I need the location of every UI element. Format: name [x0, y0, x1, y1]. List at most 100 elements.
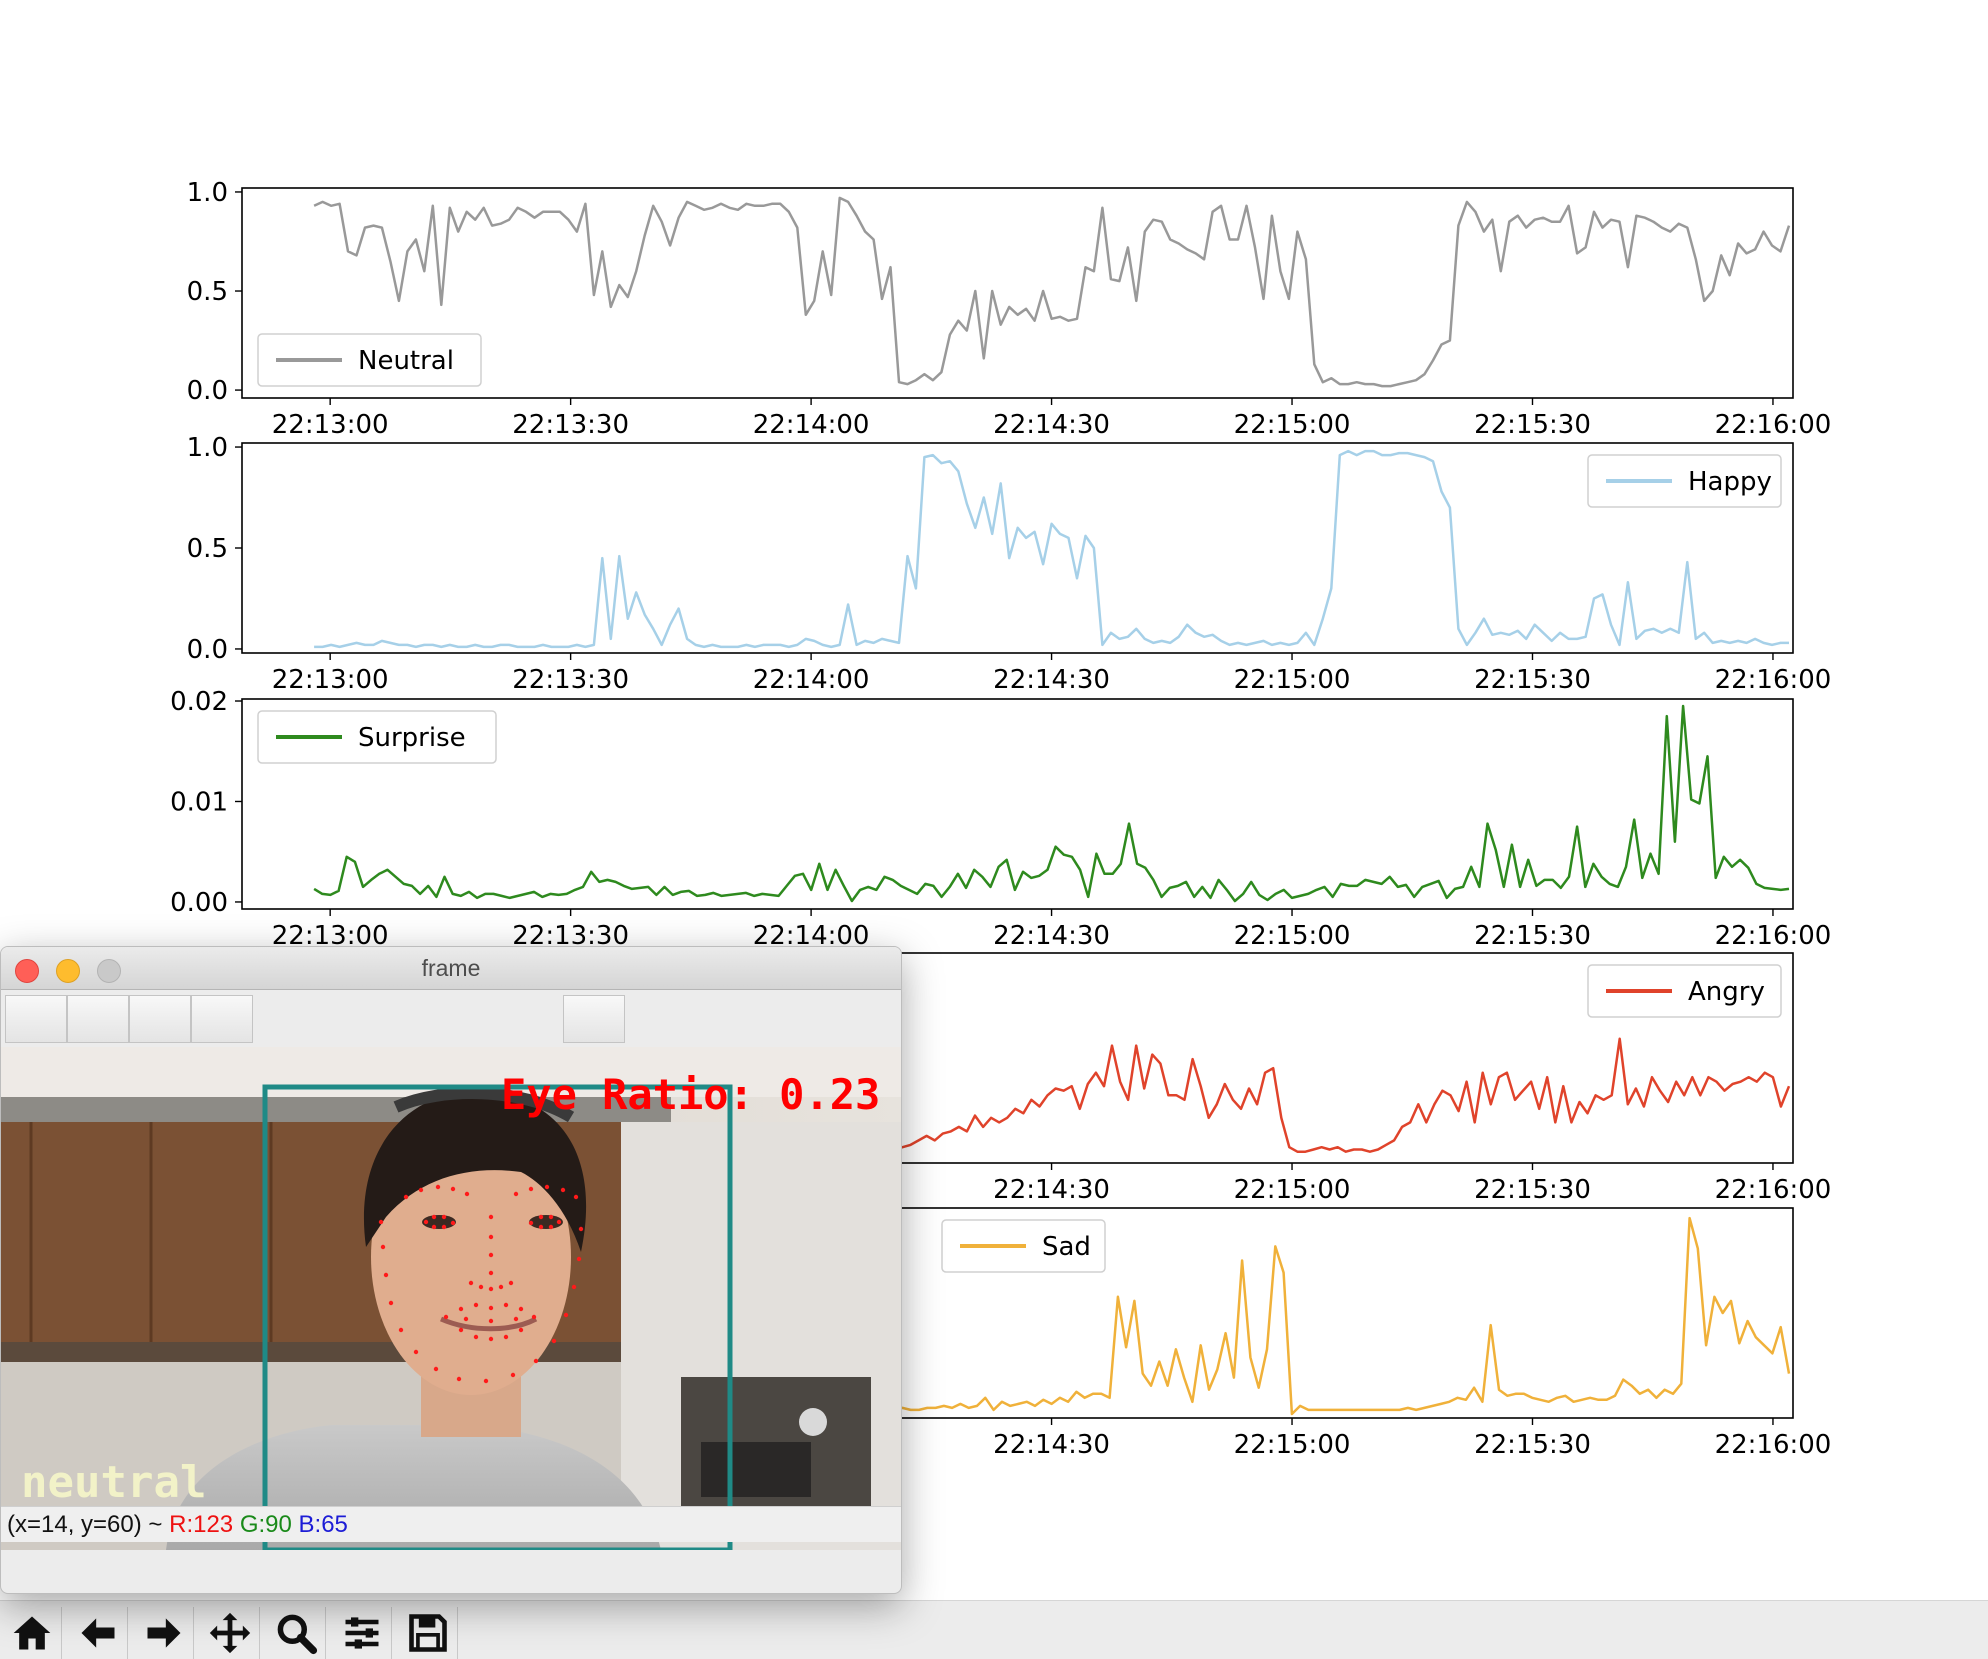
- configure-subplots-icon: [345, 1617, 378, 1649]
- legend: Neutral: [257, 333, 482, 387]
- x-tick-label: 22:14:00: [753, 410, 870, 440]
- pan-button[interactable]: [200, 1607, 260, 1659]
- blue-value: B:65: [298, 1511, 348, 1538]
- opencv-frame-window[interactable]: frame: [0, 946, 902, 1594]
- subplot-1: 22:13:00 22:13:30 22:14:00 22:14:30 22:15:00…: [187, 433, 1832, 695]
- emotion-label: neutral: [21, 1457, 206, 1508]
- x-tick-label: 22:15:00: [1234, 921, 1351, 951]
- y-tick-label: 0.01: [170, 787, 228, 817]
- x-tick-label: 22:14:30: [993, 1430, 1110, 1460]
- y-tick-label: 0.5: [187, 534, 228, 564]
- y-tick-label: 1.0: [187, 433, 228, 463]
- window-title: frame: [421, 955, 481, 981]
- opencv-tool-button-4[interactable]: [191, 995, 253, 1043]
- x-tick-label: 22:14:30: [993, 1175, 1110, 1205]
- x-tick-label: 22:16:00: [1715, 921, 1832, 951]
- x-tick-label: 22:14:00: [753, 665, 870, 695]
- webcam-frame[interactable]: Eye Ratio: 0.23 neutral: [1, 1047, 901, 1550]
- legend-label: Neutral: [358, 346, 454, 376]
- y-tick-label: 0.02: [170, 687, 228, 717]
- x-tick-label: 22:15:30: [1474, 921, 1591, 951]
- x-tick-label: 22:13:00: [272, 665, 389, 695]
- x-tick-label: 22:13:00: [272, 410, 389, 440]
- legend-box: [257, 710, 497, 764]
- legend: Happy: [1587, 454, 1782, 508]
- x-tick-label: 22:15:30: [1474, 410, 1591, 440]
- legend-box: [257, 333, 482, 387]
- x-tick-label: 22:15:00: [1234, 410, 1351, 440]
- x-tick-label: 22:14:30: [993, 665, 1110, 695]
- x-tick-label: 22:13:30: [512, 410, 629, 440]
- legend-label: Sad: [1042, 1232, 1091, 1262]
- y-tick-label: 1.0: [187, 178, 228, 208]
- series-line-happy: [314, 449, 1789, 649]
- opencv-tool-button-5[interactable]: [563, 995, 625, 1043]
- home-button[interactable]: [2, 1607, 62, 1659]
- save-icon: [408, 1614, 447, 1652]
- shelf-item: [799, 1408, 827, 1436]
- x-tick-label: 22:16:00: [1715, 1175, 1832, 1205]
- series-line-surprise: [313, 704, 1790, 903]
- opencv-tool-button-1[interactable]: [5, 995, 67, 1043]
- right-eye: [529, 1215, 563, 1229]
- legend: Angry: [1587, 964, 1782, 1018]
- left-eye: [422, 1215, 456, 1229]
- minimize-window-button[interactable]: [56, 959, 80, 983]
- person-hair: [363, 1091, 587, 1252]
- mouth: [440, 1316, 538, 1332]
- back-button[interactable]: [68, 1607, 128, 1659]
- red-value: R:123: [169, 1511, 234, 1538]
- subplot-0: 22:13:00 22:13:30 22:14:00 22:14:30 22:15:00…: [187, 178, 1832, 440]
- forward-arrow-icon: [147, 1618, 180, 1648]
- window-titlebar[interactable]: frame: [1, 947, 901, 990]
- eye-ratio-label: Eye Ratio: 0.23: [501, 1070, 880, 1119]
- legend: Sad: [941, 1219, 1106, 1273]
- x-tick-label: 22:14:30: [993, 921, 1110, 951]
- microwave: [701, 1442, 811, 1497]
- axes-frame: [241, 187, 1794, 399]
- y-tick-label: 0.00: [170, 888, 228, 918]
- green-value: G:90: [239, 1511, 292, 1538]
- facial-landmarks: [378, 1184, 584, 1384]
- x-tick-label: 22:15:00: [1234, 665, 1351, 695]
- forward-button[interactable]: [134, 1607, 194, 1659]
- x-tick-label: 22:15:30: [1474, 1175, 1591, 1205]
- x-tick-label: 22:15:00: [1234, 1430, 1351, 1460]
- x-tick-label: 22:16:00: [1715, 1430, 1832, 1460]
- headband: [393, 1087, 575, 1123]
- subplot-3: 22:14:30 22:15:00 22:15:30 22:16:00 Angry: [241, 952, 1832, 1205]
- y-tick-label: 0.5: [187, 277, 228, 307]
- zoom-icon: [277, 1614, 317, 1655]
- series-line-neutral: [313, 196, 1791, 388]
- matplotlib-toolbar: [0, 1600, 1988, 1659]
- x-tick-label: 22:16:00: [1715, 665, 1832, 695]
- cursor-coordinates: (x=14, y=60) ~: [7, 1511, 163, 1538]
- axes-frame: [241, 442, 1794, 654]
- x-tick-label: 22:15:00: [1234, 1175, 1351, 1205]
- legend-label: Happy: [1688, 467, 1772, 497]
- pan-icon: [209, 1612, 250, 1654]
- back-arrow-icon: [81, 1618, 114, 1648]
- legend-box: [1587, 964, 1782, 1018]
- x-tick-label: 22:16:00: [1715, 410, 1832, 440]
- home-icon: [13, 1616, 50, 1650]
- pixel-status-bar: (x=14, y=60) ~ R:123 G:90 B:65: [1, 1506, 901, 1542]
- close-window-button[interactable]: [15, 959, 39, 983]
- opencv-tool-button-2[interactable]: [67, 995, 129, 1043]
- legend-label: Angry: [1688, 977, 1765, 1007]
- x-tick-label: 22:14:30: [993, 410, 1110, 440]
- x-tick-label: 22:15:30: [1474, 665, 1591, 695]
- save-button[interactable]: [398, 1607, 458, 1659]
- x-tick-label: 22:15:30: [1474, 1430, 1591, 1460]
- zoom-button[interactable]: [266, 1607, 326, 1659]
- legend-label: Surprise: [358, 723, 466, 753]
- y-tick-label: 0.0: [187, 635, 228, 665]
- face-detection-box: [262, 1084, 733, 1550]
- axes-frame: [241, 698, 1794, 910]
- legend-box: [1587, 454, 1782, 508]
- opencv-tool-button-3[interactable]: [129, 995, 191, 1043]
- zoom-window-button[interactable]: [97, 959, 121, 983]
- y-tick-label: 0.0: [187, 376, 228, 406]
- subplot-4: 22:14:30 22:15:00 22:15:30 22:16:00 Sad: [241, 1207, 1832, 1460]
- configure-subplots-button[interactable]: [332, 1607, 392, 1659]
